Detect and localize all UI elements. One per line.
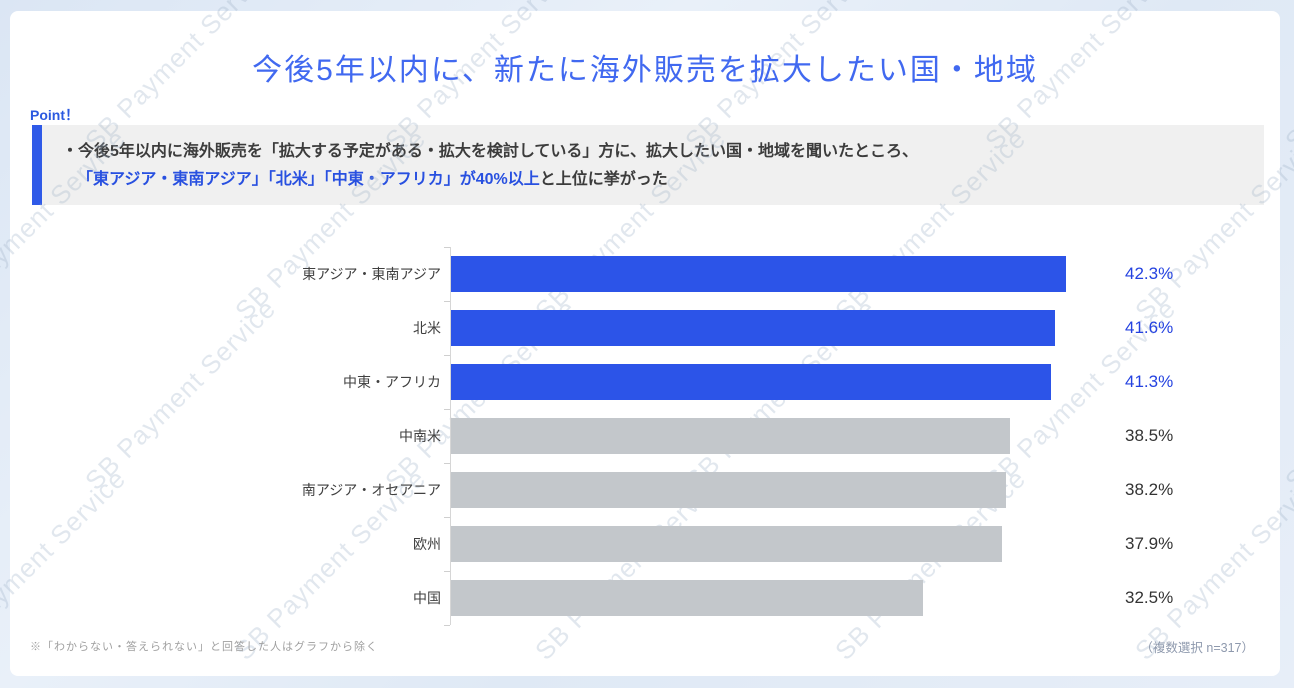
page-title: 今後5年以内に、新たに海外販売を拡大したい国・地域: [252, 54, 1038, 87]
chart-row: 中南米 38.5%: [30, 409, 1173, 463]
chart-row: 中東・アフリカ 41.3%: [30, 355, 1173, 409]
value-label: 41.6%: [1125, 318, 1174, 337]
bar: [451, 256, 1066, 292]
bar-track: [444, 517, 1112, 571]
bar: [451, 472, 1006, 508]
category-label: 東アジア・東南アジア: [302, 266, 441, 282]
bar: [451, 418, 1011, 454]
footer-note-left: ※「わからない・答えられない」と回答した人はグラフから除く: [30, 641, 378, 653]
bar: [451, 364, 1051, 400]
category-label: 中東・アフリカ: [343, 374, 441, 390]
value-label: 38.5%: [1125, 426, 1174, 445]
chart-row: 東アジア・東南アジア 42.3%: [30, 247, 1173, 301]
category-label: 中国: [413, 590, 441, 606]
bar: [451, 580, 924, 616]
point-label: Point！: [30, 107, 79, 123]
watermark-text: SB Payment Service: [1279, 293, 1294, 496]
bar-track: [444, 355, 1112, 409]
category-label: 中南米: [399, 428, 441, 444]
bar-chart-rows: 東アジア・東南アジア 42.3% 北米 41.6% 中東・アフリカ 41.3% 中南米 38.…: [30, 247, 1174, 626]
category-label: 南アジア・オセアニア: [301, 482, 441, 498]
bar: [451, 526, 1002, 562]
watermark-text: SB Payment Service: [1279, 0, 1294, 156]
bar: [451, 310, 1056, 346]
category-label: 北米: [413, 320, 441, 336]
chart-row: 北米 41.6%: [30, 301, 1173, 355]
point-line-2-highlight: 「東アジア・東南アジア」「北米」「中東・アフリカ」が40%以上: [77, 171, 540, 188]
bar-track: [444, 571, 1112, 626]
value-label: 42.3%: [1125, 264, 1174, 283]
bar-track: [444, 463, 1112, 517]
value-label: 37.9%: [1125, 534, 1174, 553]
bar-track: [444, 301, 1112, 355]
bar-chart: 東アジア・東南アジア 42.3% 北米 41.6% 中東・アフリカ 41.3% 中南米 38.…: [30, 247, 1174, 626]
point-text: ・今後5年以内に海外販売を「拡大する予定がある・拡大を検討している」方に、拡大し…: [42, 125, 928, 205]
footer-note-right: （複数選択 n=317）: [1140, 641, 1254, 655]
point-line-2: 「東アジア・東南アジア」「北米」「中東・アフリカ」が40%以上と上位に挙がった: [62, 166, 918, 194]
point-box: ・今後5年以内に海外販売を「拡大する予定がある・拡大を検討している」方に、拡大し…: [32, 125, 1264, 205]
value-label: 41.3%: [1125, 372, 1174, 391]
point-accent-bar: [32, 125, 42, 205]
value-label: 38.2%: [1125, 480, 1174, 499]
value-label: 32.5%: [1125, 588, 1174, 607]
bar-track: [444, 247, 1112, 301]
bar-track: [444, 409, 1112, 463]
chart-row: 南アジア・オセアニア 38.2%: [30, 463, 1173, 517]
point-line-1: ・今後5年以内に海外販売を「拡大する予定がある・拡大を検討している」方に、拡大し…: [62, 143, 918, 160]
chart-row: 中国 32.5%: [30, 571, 1174, 626]
chart-row: 欧州 37.9%: [30, 517, 1173, 571]
point-line-2-rest: と上位に挙がった: [539, 171, 668, 188]
category-label: 欧州: [413, 536, 441, 552]
